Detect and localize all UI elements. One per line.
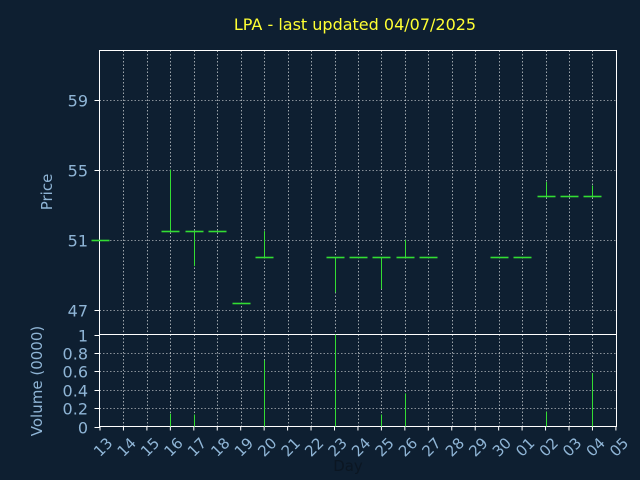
- x-tick-label: 14: [114, 434, 140, 460]
- volume-y-tick-label: 0.2: [63, 400, 88, 419]
- price-panel: 47 51 55 59 Price: [38, 50, 617, 335]
- price-axis-label: Price: [38, 174, 56, 211]
- ohlc-bar: [185, 230, 204, 267]
- price-bars: [91, 169, 602, 305]
- price-grid-vertical: [123, 50, 593, 335]
- x-tick-label: 22: [301, 434, 327, 460]
- x-tick-label: 01: [512, 434, 538, 460]
- ohlc-bar: [161, 169, 180, 233]
- price-y-tick-label: 51: [68, 232, 88, 251]
- price-y-tick-label: 55: [68, 162, 88, 181]
- x-tick-label: 28: [442, 434, 468, 460]
- price-grid: [99, 100, 617, 311]
- ohlc-bar: [372, 256, 391, 289]
- price-y-tick-label: 47: [68, 302, 88, 321]
- x-tick-label: 05: [606, 434, 632, 460]
- ohlc-bar: [396, 239, 415, 259]
- ohlc-bar: [583, 185, 602, 198]
- ohlc-bar: [255, 231, 274, 259]
- x-axis-ticks: 1314151617181920212223242526272829300102…: [90, 426, 632, 460]
- x-tick-label: 13: [90, 434, 116, 460]
- volume-y-tick-label: 0.4: [63, 382, 88, 401]
- volume-y-tick-label: 0.8: [63, 345, 88, 364]
- x-tick-label: 02: [536, 434, 562, 460]
- volume-plot-frame: [99, 334, 617, 427]
- volume-panel: 00.20.40.60.81 Volume (0000): [28, 326, 617, 438]
- x-tick-label: 19: [231, 434, 257, 460]
- x-tick-label: 15: [137, 434, 163, 460]
- x-tick-label: 04: [583, 434, 609, 460]
- volume-y-tick-label: 0: [78, 419, 88, 438]
- x-tick-label: 26: [395, 434, 421, 460]
- x-tick-label: 21: [278, 434, 304, 460]
- x-tick-label: 16: [160, 434, 186, 460]
- volume-y-ticks: 00.20.40.60.81: [63, 327, 100, 438]
- x-tick-label: 27: [418, 434, 444, 460]
- volume-grid: [99, 353, 617, 409]
- x-tick-label: 29: [465, 434, 491, 460]
- x-tick-label: 18: [207, 434, 233, 460]
- price-y-ticks: 47 51 55 59: [68, 92, 100, 321]
- volume-y-tick-label: 1: [78, 327, 88, 346]
- price-y-tick-label: 59: [68, 92, 88, 111]
- x-axis-label: Day: [333, 457, 363, 475]
- ohlc-bar: [326, 256, 345, 293]
- x-tick-label: 17: [184, 434, 210, 460]
- ohlc-bar: [537, 181, 556, 198]
- chart-title: LPA - last updated 04/07/2025: [234, 15, 476, 34]
- volume-bars: [170, 334, 593, 427]
- x-tick-label: 03: [559, 434, 585, 460]
- x-tick-label: 30: [489, 434, 515, 460]
- x-tick-label: 25: [372, 434, 398, 460]
- volume-axis-label: Volume (0000): [28, 326, 46, 436]
- volume-y-tick-label: 0.6: [63, 363, 88, 382]
- price-plot-frame: [99, 50, 617, 335]
- volume-grid-vertical: [123, 334, 593, 427]
- x-tick-label: 20: [254, 434, 280, 460]
